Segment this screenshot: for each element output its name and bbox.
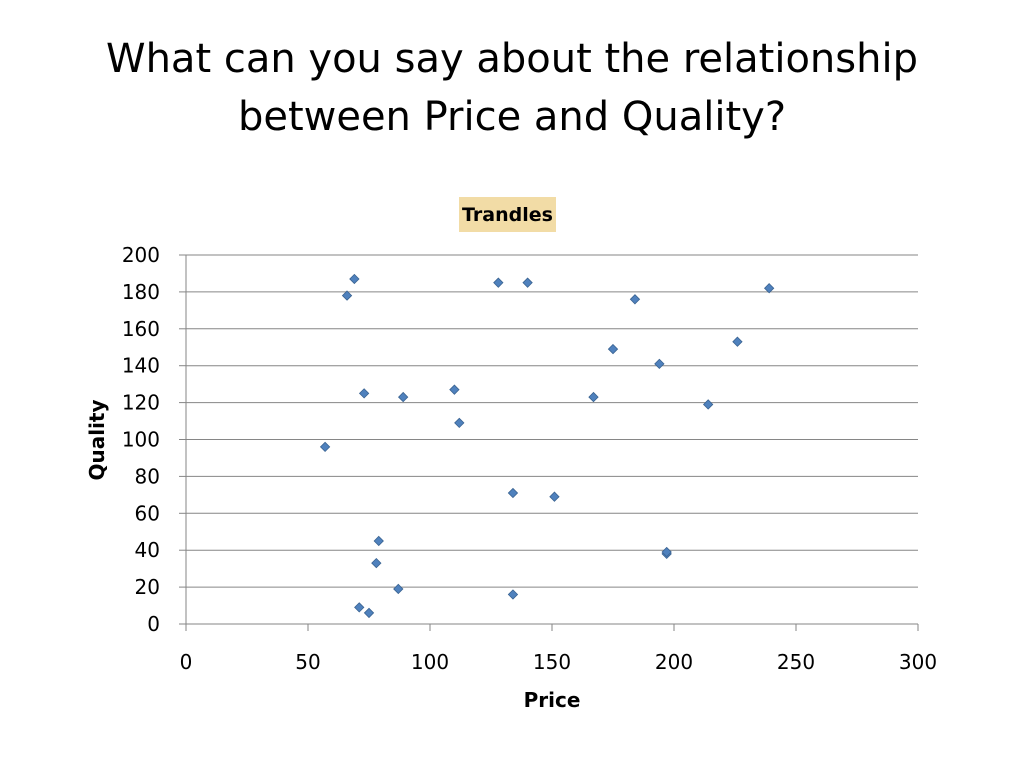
data-point bbox=[363, 607, 375, 619]
data-point bbox=[354, 602, 365, 613]
x-tick-label: 300 bbox=[899, 650, 937, 674]
data-point bbox=[454, 417, 465, 429]
slide-title: What can you say about the relationship … bbox=[106, 36, 918, 140]
x-tick-label: 50 bbox=[295, 650, 320, 674]
data-point bbox=[393, 583, 404, 595]
data-point bbox=[629, 294, 641, 305]
y-tick-label: 100 bbox=[122, 428, 160, 452]
data-point bbox=[397, 391, 409, 403]
y-tick-label: 40 bbox=[135, 538, 160, 562]
y-tick-label: 140 bbox=[122, 354, 160, 378]
data-point bbox=[522, 277, 533, 288]
y-tick-label: 60 bbox=[135, 501, 160, 525]
y-tick-label: 160 bbox=[122, 317, 160, 341]
data-point bbox=[373, 535, 384, 547]
y-axis-label: Quality bbox=[85, 399, 109, 480]
y-tick-label: 20 bbox=[135, 575, 160, 599]
data-points bbox=[319, 273, 775, 619]
x-tick-label: 150 bbox=[533, 650, 571, 674]
chart-title-background bbox=[459, 197, 556, 232]
tick-labels: 0 20 40 60 80 100 120 140 160 180 200 0 50 100 150 200 2… bbox=[122, 243, 937, 674]
y-tick-label: 80 bbox=[135, 464, 160, 488]
x-tick-label: 0 bbox=[180, 650, 193, 674]
data-point bbox=[607, 343, 619, 355]
y-tick-label: 0 bbox=[147, 612, 160, 636]
y-tick-label: 200 bbox=[122, 243, 160, 267]
data-point bbox=[702, 399, 714, 410]
data-point bbox=[661, 546, 672, 558]
x-tick-label: 200 bbox=[655, 650, 693, 674]
data-point bbox=[371, 557, 382, 569]
data-point bbox=[507, 589, 519, 600]
gridlines bbox=[186, 254, 918, 588]
data-point bbox=[507, 487, 519, 499]
x-tick-label: 100 bbox=[411, 650, 449, 674]
x-tick-label: 250 bbox=[777, 650, 815, 674]
data-point bbox=[449, 384, 460, 395]
data-point bbox=[319, 441, 331, 453]
data-point bbox=[732, 336, 743, 347]
data-point bbox=[349, 273, 360, 285]
data-point bbox=[341, 290, 353, 301]
data-point bbox=[588, 391, 599, 403]
y-tick-label: 120 bbox=[122, 391, 160, 415]
axes bbox=[179, 254, 919, 631]
data-point bbox=[493, 277, 504, 288]
data-point bbox=[549, 491, 560, 502]
y-tick-label: 180 bbox=[122, 280, 160, 304]
data-point bbox=[763, 283, 775, 294]
data-point bbox=[358, 388, 370, 399]
data-point bbox=[654, 358, 665, 370]
chart-title: Trandles bbox=[462, 204, 553, 226]
x-axis-label: Price bbox=[524, 688, 581, 712]
